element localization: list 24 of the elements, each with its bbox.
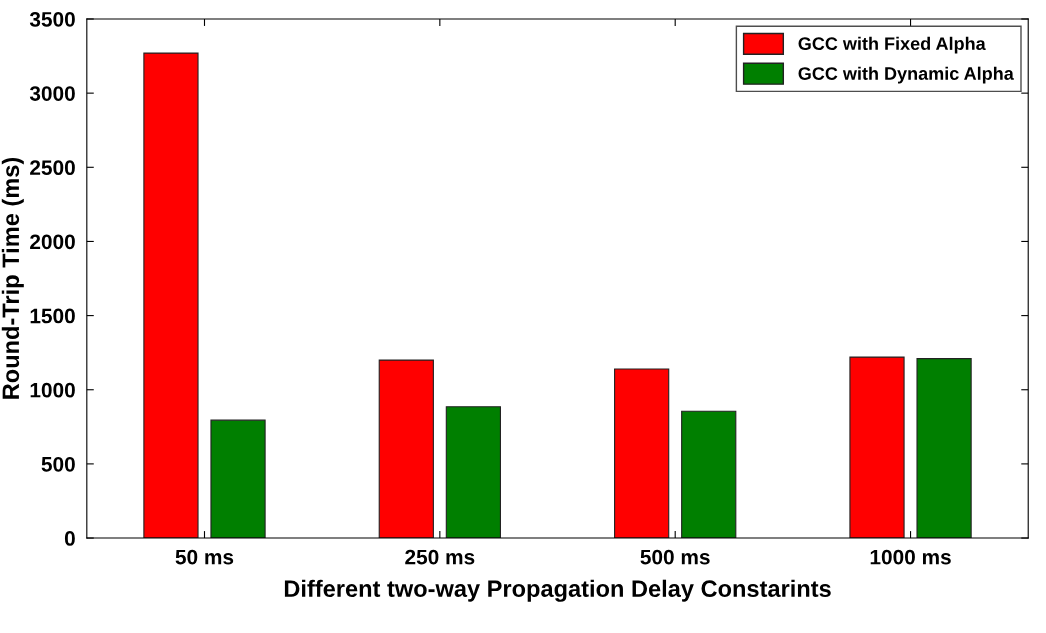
y-tick-label: 500 [41, 456, 75, 472]
bar [916, 358, 972, 539]
bar [143, 52, 199, 539]
x-axis-title: Different two-way Propagation Delay Constarints [284, 579, 831, 602]
legend-label: GCC with Fixed Alpha [798, 36, 986, 54]
y-tick-label: 1500 [30, 308, 75, 324]
bar [849, 356, 905, 539]
x-tick-label: 500 ms [640, 549, 710, 565]
bar [614, 368, 670, 539]
y-axis-title: Round-Trip Time (ms) [1, 157, 24, 399]
y-tick-label: 2000 [30, 234, 75, 250]
legend-label: GCC with Dynamic Alpha [798, 66, 1014, 84]
y-tick-label: 3000 [29, 86, 75, 101]
y-tick-label: 0 [64, 531, 75, 546]
y-tick-label: 3500 [29, 11, 75, 27]
y-tick-label: 2500 [30, 160, 75, 176]
bar [378, 359, 434, 539]
bar [210, 419, 266, 539]
x-tick-label: 50 ms [175, 549, 234, 565]
bar [681, 410, 737, 539]
x-tick-label: 250 ms [405, 549, 475, 565]
x-tick-label: 1000 ms [870, 549, 951, 565]
bar [445, 406, 502, 539]
y-tick-label: 1000 [30, 382, 75, 398]
